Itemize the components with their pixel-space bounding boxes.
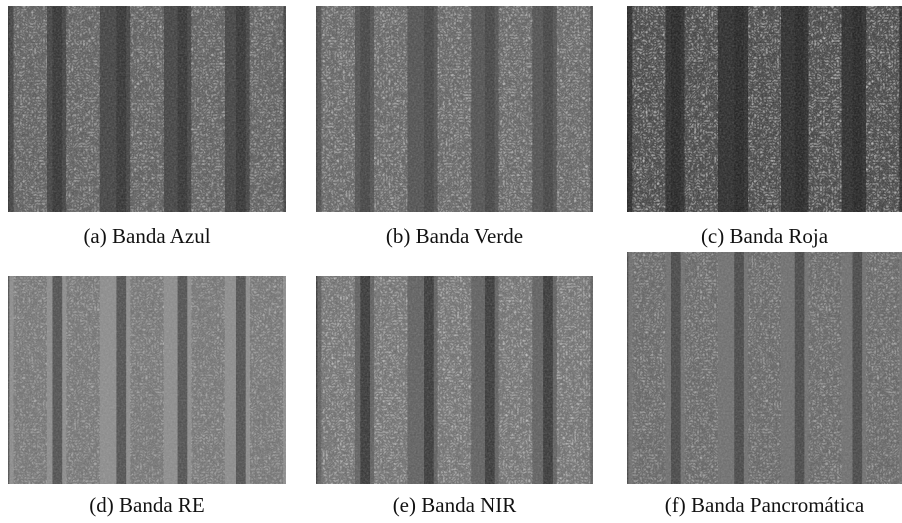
caption: (c) Banda Roja bbox=[701, 224, 829, 248]
soil-strip bbox=[0, 276, 9, 484]
band-image bbox=[619, 252, 902, 484]
panel: (f) Banda Pancromática bbox=[619, 252, 902, 517]
band-image bbox=[308, 276, 593, 484]
image-noise bbox=[316, 276, 593, 484]
soil-strip bbox=[308, 6, 318, 212]
panel: (b) Banda Verde bbox=[308, 6, 593, 248]
image-noise bbox=[316, 6, 593, 212]
soil-strip bbox=[0, 6, 9, 212]
panel: (e) Banda NIR bbox=[308, 276, 593, 517]
caption: (b) Banda Verde bbox=[386, 224, 523, 248]
image-noise bbox=[627, 6, 902, 212]
caption: (e) Banda NIR bbox=[393, 493, 517, 517]
panel: (d) Banda RE bbox=[0, 276, 286, 517]
band-image bbox=[0, 276, 286, 484]
soil-strip bbox=[619, 252, 629, 484]
band-image bbox=[308, 6, 593, 212]
image-noise bbox=[8, 276, 286, 484]
caption: (a) Banda Azul bbox=[83, 224, 210, 248]
band-image bbox=[619, 6, 902, 212]
soil-strip bbox=[619, 6, 629, 212]
panel: (c) Banda Roja bbox=[619, 6, 902, 248]
caption: (f) Banda Pancromática bbox=[665, 493, 865, 517]
caption: (d) Banda RE bbox=[89, 493, 204, 517]
image-noise bbox=[627, 252, 902, 484]
soil-strip bbox=[308, 276, 318, 484]
image-noise bbox=[8, 6, 286, 212]
figure: (a) Banda Azul (b) Banda Verde (c) Banda R… bbox=[0, 0, 902, 523]
band-image bbox=[0, 6, 286, 212]
panel: (a) Banda Azul bbox=[0, 6, 286, 248]
